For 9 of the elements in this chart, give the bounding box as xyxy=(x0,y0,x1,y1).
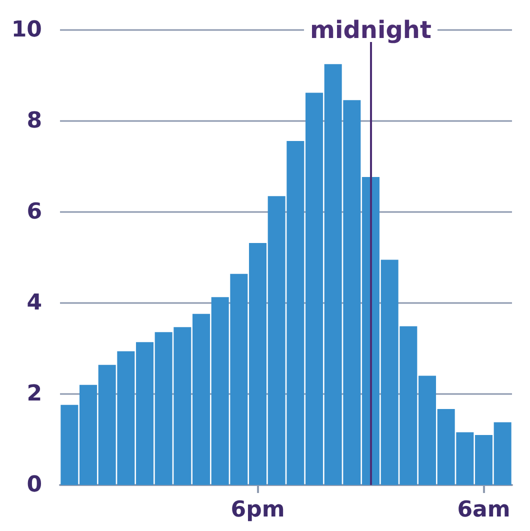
y-tick-label: 10 xyxy=(11,18,42,42)
x-tick-label: 6pm xyxy=(230,498,285,522)
y-tick-label: 2 xyxy=(26,382,42,406)
y-tick-label: 8 xyxy=(26,108,42,134)
y-tick-label: 0 xyxy=(26,472,42,498)
y-tick-label: 6 xyxy=(26,200,42,224)
annotation: midnight xyxy=(310,16,432,44)
x-tick-label: 6am xyxy=(457,498,510,522)
y-tick-label: 4 xyxy=(26,290,42,316)
